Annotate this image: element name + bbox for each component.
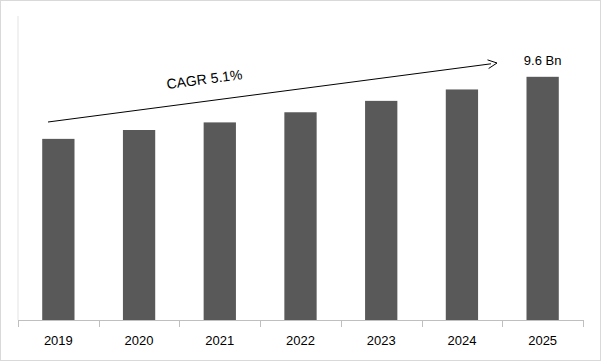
x-tick-separator xyxy=(583,320,584,327)
x-tick-separator xyxy=(341,320,342,327)
chart-frame xyxy=(1,1,601,361)
bar xyxy=(42,139,74,320)
bar xyxy=(123,130,155,320)
bars xyxy=(42,77,559,320)
x-tick-label: 2021 xyxy=(205,333,234,348)
annotation-arrow xyxy=(48,64,491,122)
x-tick-label: 2025 xyxy=(528,333,557,348)
x-tick-separator xyxy=(260,320,261,327)
bar xyxy=(527,77,559,320)
x-tick-label: 2020 xyxy=(125,333,154,348)
annotation: CAGR 5.1% xyxy=(166,66,244,92)
data-label: 9.6 Bn xyxy=(524,53,562,68)
x-tick-separator xyxy=(422,320,423,327)
chart: 2019 2020 2021 2022 2023 2024 2025 9.6 Bn CAGR 5… xyxy=(0,0,601,361)
x-tick-label: 2024 xyxy=(447,333,476,348)
bar xyxy=(204,122,236,320)
annotation-arrowhead xyxy=(488,60,497,69)
y-axis-line xyxy=(18,16,19,320)
x-tick-separator xyxy=(99,320,100,327)
x-tick-separator xyxy=(18,320,19,327)
x-tick-separator xyxy=(179,320,180,327)
bar xyxy=(365,101,397,320)
x-axis-line xyxy=(18,320,583,321)
x-tick-separator xyxy=(502,320,503,327)
x-tick-label: 2019 xyxy=(44,333,73,348)
bar xyxy=(446,89,478,320)
bar xyxy=(284,112,316,320)
x-tick-label: 2023 xyxy=(367,333,396,348)
x-tick-label: 2022 xyxy=(286,333,315,348)
